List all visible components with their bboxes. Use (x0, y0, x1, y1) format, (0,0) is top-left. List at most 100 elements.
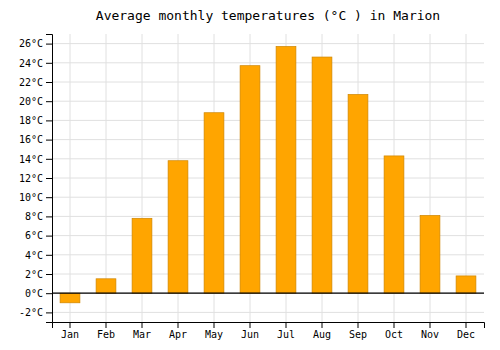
y-tick: 14°C (19, 154, 52, 165)
x-tick-label: Mar (133, 329, 151, 340)
x-axis-line (53, 323, 485, 329)
bar (456, 276, 476, 293)
x-tick-mark (466, 322, 467, 328)
bar (168, 161, 188, 293)
y-tick: 8°C (25, 211, 52, 222)
x-tick-label: Jul (277, 329, 295, 340)
x-tick: Jan (61, 322, 79, 340)
x-tick: Feb (97, 322, 115, 340)
x-tick-label: Feb (97, 329, 115, 340)
x-tick-label: Aug (313, 329, 331, 340)
y-tick-mark (46, 236, 52, 237)
y-tick: 16°C (19, 134, 52, 145)
grid-line-y (52, 197, 484, 198)
y-axis: -2°C 0°C 2°C 4°C 6°C 8°C 10°C 12°C 14°C 16°C 18°C 2… (19, 35, 53, 323)
grid (52, 34, 484, 322)
y-axis-line (46, 35, 53, 323)
y-tick: 0°C (25, 288, 52, 299)
x-axis: Jan Feb Mar Apr May Jun Jul Aug Sep Oct Nov Dec (53, 322, 485, 340)
y-tick-mark (46, 178, 52, 179)
x-tick: Nov (421, 322, 439, 340)
x-tick-mark (142, 322, 143, 328)
zero-line (52, 293, 484, 294)
y-tick-label: 16°C (19, 134, 43, 145)
x-tick-mark (286, 322, 287, 328)
x-tick-mark (70, 322, 71, 328)
y-tick: 10°C (19, 192, 52, 203)
y-tick-mark (46, 82, 52, 83)
x-tick-label: Jun (241, 329, 259, 340)
y-tick-label: 10°C (19, 192, 43, 203)
x-tick-label: Nov (421, 329, 439, 340)
y-tick-mark (46, 63, 52, 64)
x-tick: Apr (169, 322, 187, 340)
x-tick: May (205, 322, 223, 340)
bar (312, 57, 332, 293)
y-tick-mark (46, 44, 52, 45)
y-tick-label: 2°C (25, 269, 43, 280)
y-tick: 26°C (19, 38, 52, 49)
x-tick: Oct (385, 322, 403, 340)
y-tick-label: 8°C (25, 211, 43, 222)
bar (240, 66, 260, 294)
bar (276, 46, 296, 293)
grid-line-y (52, 158, 484, 159)
grid-line-y (52, 254, 484, 255)
y-tick-label: 6°C (25, 230, 43, 241)
y-tick-mark (46, 120, 52, 121)
grid-line-y (52, 312, 484, 313)
y-tick: 22°C (19, 77, 52, 88)
x-tick: Aug (313, 322, 331, 340)
y-tick-mark (46, 101, 52, 102)
y-tick: 4°C (25, 250, 52, 261)
x-tick: Mar (133, 322, 151, 340)
x-tick-label: Apr (169, 329, 187, 340)
y-tick: 2°C (25, 269, 52, 280)
y-tick-mark (46, 140, 52, 141)
y-tick-mark (46, 293, 52, 294)
x-tick-mark (178, 322, 179, 328)
x-tick-mark (214, 322, 215, 328)
plot: -2°C 0°C 2°C 4°C 6°C 8°C 10°C 12°C 14°C 16°C 18°C 2… (19, 34, 485, 340)
x-tick: Sep (349, 322, 367, 340)
grid-line-y (52, 62, 484, 63)
y-tick-mark (46, 255, 52, 256)
bar (384, 156, 404, 293)
y-tick-label: 4°C (25, 250, 43, 261)
bar (204, 113, 224, 293)
x-tick: Jul (277, 322, 295, 340)
grid-line-y (52, 235, 484, 236)
x-tick-mark (106, 322, 107, 328)
x-tick-mark (250, 322, 251, 328)
grid-line-y (52, 139, 484, 140)
bar (420, 215, 440, 293)
y-tick-label: 14°C (19, 154, 43, 165)
grid-line-y (52, 43, 484, 44)
y-tick-label: 12°C (19, 173, 43, 184)
x-tick-label: May (205, 329, 223, 340)
x-tick-mark (430, 322, 431, 328)
grid-line-y (52, 82, 484, 83)
x-tick-label: Sep (349, 329, 367, 340)
y-tick-label: -2°C (19, 307, 43, 318)
y-tick-label: 18°C (19, 115, 43, 126)
y-tick-label: 0°C (25, 288, 43, 299)
y-tick: 18°C (19, 115, 52, 126)
title: Average monthly temperatures (°C ) in Ma… (96, 8, 440, 23)
x-tick-mark (358, 322, 359, 328)
x-tick-mark (394, 322, 395, 328)
grid-line-y (52, 216, 484, 217)
x-tick: Dec (457, 322, 475, 340)
x-tick-label: Dec (457, 329, 475, 340)
y-tick-mark (46, 216, 52, 217)
y-tick-label: 24°C (19, 58, 43, 69)
y-tick-label: 22°C (19, 77, 43, 88)
x-tick-label: Oct (385, 329, 403, 340)
y-tick: 24°C (19, 58, 52, 69)
grid-line-x (70, 34, 71, 322)
grid-line-y (52, 293, 484, 294)
y-tick-label: 26°C (19, 38, 43, 49)
grid-line-y (52, 274, 484, 275)
y-tick: -2°C (19, 307, 52, 318)
bars (52, 46, 484, 302)
